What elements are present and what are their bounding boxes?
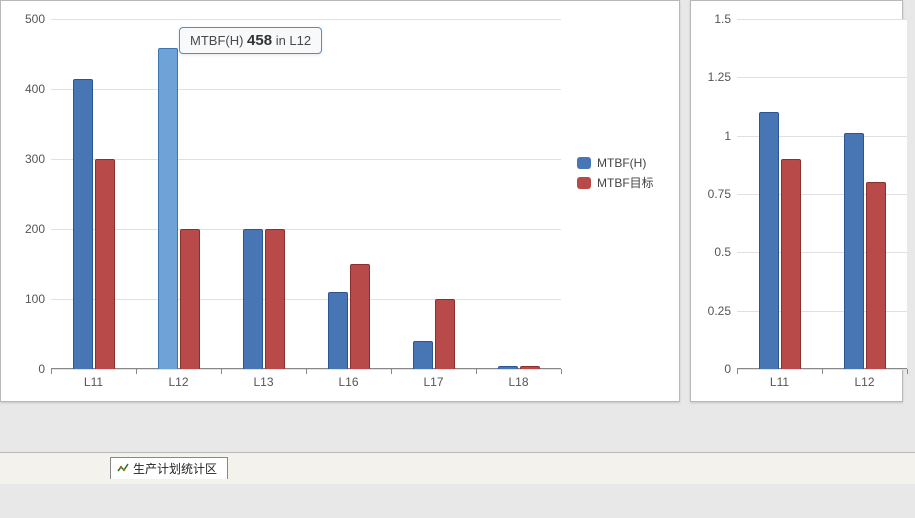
bar[interactable] [435,299,455,369]
y-tick-label: 400 [25,82,51,96]
y-tick-label: 0.25 [708,304,737,318]
x-tick-label: L16 [338,369,358,389]
chart1-legend: MTBF(H) MTBF目标 [577,156,654,195]
x-tick-label: L18 [508,369,528,389]
x-tick-mark [561,369,562,374]
x-tick-mark [306,369,307,374]
grid-line [737,77,907,78]
tab-label: 生产计划统计区 [133,460,217,477]
grid-line [51,299,561,300]
grid-line [51,159,561,160]
grid-line [51,229,561,230]
panel-row: 0100200300400500L11L12L13L16L17L18 MTBF(… [0,0,915,402]
legend-item[interactable]: MTBF(H) [577,156,654,170]
y-tick-label: 100 [25,292,51,306]
bar[interactable] [158,48,178,369]
x-tick-label: L11 [770,369,789,389]
legend-swatch [577,177,591,189]
x-tick-mark [51,369,52,374]
bar[interactable] [350,264,370,369]
y-tick-label: 0 [38,362,51,376]
grid-line [51,19,561,20]
y-tick-label: 1 [724,129,737,143]
chart-panel-secondary: 0 0.25 0.5 0.75 1 1.25 1.5 L11 L12 [690,0,903,402]
y-tick-label: 200 [25,222,51,236]
x-tick-mark [907,369,908,374]
legend-label: MTBF(H) [597,156,646,170]
x-tick-mark [476,369,477,374]
x-tick-label: L12 [854,369,874,389]
x-tick-label: L17 [423,369,443,389]
bar[interactable] [243,229,263,369]
x-tick-label: L11 [84,369,103,389]
tooltip-suffix: in L12 [272,33,311,48]
y-tick-label: 0.75 [708,187,737,201]
bar[interactable] [413,341,433,369]
x-tick-mark [391,369,392,374]
bar[interactable] [498,366,518,370]
grid-line [737,19,907,20]
x-tick-label: L13 [253,369,273,389]
chart1-tooltip: MTBF(H) 458 in L12 [179,27,322,54]
grid-line [51,89,561,90]
y-tick-label: 300 [25,152,51,166]
x-tick-mark [822,369,823,374]
tab-production-stats[interactable]: 生产计划统计区 [110,457,228,479]
chart2-plot-area: 00.250.50.7511.251.5L11L12 [737,19,907,369]
chart-panel-mtbf: 0100200300400500L11L12L13L16L17L18 MTBF(… [0,0,680,402]
tooltip-value: 458 [247,32,272,49]
bar[interactable] [73,79,93,370]
y-tick-label: 0 [724,362,737,376]
bar[interactable] [520,366,540,370]
bar[interactable] [844,133,864,369]
bar[interactable] [328,292,348,369]
x-tick-label: L12 [168,369,188,389]
bottom-bar: 生产计划统计区 [0,452,915,484]
bar[interactable] [759,112,779,369]
legend-item[interactable]: MTBF目标 [577,174,654,191]
y-tick-label: 1.25 [708,70,737,84]
legend-swatch [577,157,591,169]
bar[interactable] [866,182,886,369]
bar[interactable] [781,159,801,369]
y-tick-label: 500 [25,12,51,26]
bar[interactable] [180,229,200,369]
chart-icon [117,463,129,475]
bar[interactable] [95,159,115,369]
bar[interactable] [265,229,285,369]
x-tick-mark [737,369,738,374]
x-tick-mark [221,369,222,374]
legend-label: MTBF目标 [597,174,654,191]
chart1-plot-area: 0100200300400500L11L12L13L16L17L18 [51,19,561,369]
y-tick-label: 0.5 [714,245,737,259]
x-tick-mark [136,369,137,374]
tooltip-prefix: MTBF(H) [190,33,247,48]
y-tick-label: 1.5 [714,12,737,26]
